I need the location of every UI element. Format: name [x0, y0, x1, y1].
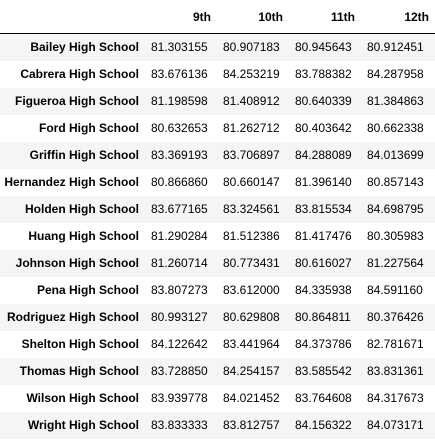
- score-cell: 81.198598: [151, 94, 208, 108]
- score-cell: 83.677165: [151, 202, 208, 216]
- score-cell: 83.815534: [295, 202, 352, 216]
- score-cell: 84.335938: [295, 283, 352, 297]
- table-row: Cabrera High School 83.676136 84.253219 83.…: [0, 61, 435, 88]
- score-cell: 81.303155: [151, 40, 208, 54]
- score-cell: 81.262712: [223, 121, 280, 135]
- table-row: Johnson High School 81.260714 80.773431 80.…: [0, 250, 435, 277]
- row-label-school: Pena High School: [36, 283, 139, 297]
- column-header-12th: 12th: [361, 2, 435, 34]
- score-cell: 80.403642: [295, 121, 352, 135]
- column-header-9th: 9th: [145, 2, 217, 34]
- score-cell: 80.629808: [223, 310, 280, 324]
- score-cell: 82.781671: [367, 337, 424, 351]
- row-label-school: Griffin High School: [29, 148, 139, 162]
- score-cell: 80.945643: [295, 40, 352, 54]
- score-cell: 84.591160: [367, 283, 423, 297]
- table-body: Bailey High School 81.303155 80.907183 80.9…: [0, 33, 435, 439]
- score-cell: 83.764608: [295, 391, 352, 405]
- score-cell: 81.227564: [367, 256, 424, 270]
- score-cell: 83.831361: [367, 364, 424, 378]
- table-header: 9th 10th 11th 12th: [0, 2, 435, 34]
- table-row: Ford High School 80.632653 81.262712 80.403…: [0, 115, 435, 142]
- score-cell: 81.417476: [295, 229, 352, 243]
- score-cell: 80.866860: [151, 175, 208, 189]
- score-cell: 84.122642: [151, 337, 208, 351]
- score-cell: 83.706897: [223, 148, 280, 162]
- score-cell: 80.632653: [151, 121, 208, 135]
- table-row: Hernandez High School 80.866860 80.660147 8…: [0, 169, 435, 196]
- score-cell: 80.864811: [295, 310, 351, 324]
- score-cell: 81.512386: [223, 229, 280, 243]
- score-cell: 83.441964: [223, 337, 280, 351]
- table-row: Shelton High School 84.122642 83.441964 84.…: [0, 331, 435, 358]
- score-cell: 81.408912: [223, 94, 280, 108]
- score-cell: 83.833333: [151, 418, 208, 432]
- score-cell: 83.812757: [223, 418, 280, 432]
- row-label-school: Wright High School: [27, 418, 139, 432]
- row-label-school: Ford High School: [39, 121, 139, 135]
- score-cell: 83.939778: [151, 391, 208, 405]
- score-cell: 81.384863: [367, 94, 424, 108]
- table-row: Holden High School 83.677165 83.324561 83.8…: [0, 196, 435, 223]
- score-cell: 80.640339: [295, 94, 352, 108]
- table-row: Rodriguez High School 80.993127 80.629808 8…: [0, 304, 435, 331]
- row-label-school: Johnson High School: [15, 256, 139, 270]
- header-row: 9th 10th 11th 12th: [0, 2, 435, 34]
- grade-scores-table: 9th 10th 11th 12th Bailey High School 81.…: [0, 2, 435, 439]
- score-cell: 83.324561: [223, 202, 280, 216]
- score-cell: 83.788382: [295, 67, 352, 81]
- score-cell: 83.585542: [295, 364, 352, 378]
- table-row: Huang High School 81.290284 81.512386 81.41…: [0, 223, 435, 250]
- row-label-school: Huang High School: [28, 229, 139, 243]
- score-cell: 81.260714: [151, 256, 208, 270]
- score-cell: 84.073171: [367, 418, 424, 432]
- score-cell: 80.773431: [223, 256, 280, 270]
- score-cell: 83.807273: [151, 283, 208, 297]
- score-cell: 84.698795: [367, 202, 424, 216]
- score-cell: 84.156322: [295, 418, 352, 432]
- table-row: Wright High School 83.833333 83.812757 84.1…: [0, 412, 435, 439]
- column-header-10th: 10th: [217, 2, 289, 34]
- table-row: Bailey High School 81.303155 80.907183 80.9…: [0, 33, 435, 61]
- score-cell: 80.662338: [367, 121, 424, 135]
- score-cell: 83.728850: [151, 364, 208, 378]
- score-cell: 84.253219: [223, 67, 280, 81]
- score-cell: 83.612000: [223, 283, 280, 297]
- row-label-school: Wilson High School: [26, 391, 139, 405]
- score-cell: 84.254157: [223, 364, 280, 378]
- score-cell: 80.376426: [367, 310, 424, 324]
- score-cell: 81.396140: [295, 175, 352, 189]
- score-cell: 80.857143: [367, 175, 424, 189]
- score-cell: 80.993127: [151, 310, 208, 324]
- table-row: Figueroa High School 81.198598 81.408912 80…: [0, 88, 435, 115]
- table-row: Wilson High School 83.939778 84.021452 83.7…: [0, 385, 435, 412]
- table-row: Thomas High School 83.728850 84.254157 83.5…: [0, 358, 435, 385]
- score-cell: 84.373786: [295, 337, 352, 351]
- score-cell: 84.013699: [367, 148, 424, 162]
- score-cell: 84.288089: [295, 148, 352, 162]
- score-cell: 80.907183: [223, 40, 280, 54]
- score-cell: 84.021452: [223, 391, 280, 405]
- score-cell: 80.616027: [295, 256, 352, 270]
- table-row: Griffin High School 83.369193 83.706897 84.…: [0, 142, 435, 169]
- row-label-school: Cabrera High School: [20, 67, 139, 81]
- score-cell: 84.317673: [367, 391, 424, 405]
- column-header-11th: 11th: [289, 2, 361, 34]
- corner-header: [0, 2, 145, 34]
- row-label-school: Holden High School: [25, 202, 139, 216]
- score-cell: 80.305983: [367, 229, 424, 243]
- score-cell: 83.676136: [151, 67, 208, 81]
- score-cell: 81.290284: [151, 229, 208, 243]
- score-cell: 80.660147: [223, 175, 280, 189]
- score-cell: 84.287958: [367, 67, 424, 81]
- row-label-school: Shelton High School: [21, 337, 139, 351]
- row-label-school: Thomas High School: [19, 364, 139, 378]
- row-label-school: Bailey High School: [30, 40, 139, 54]
- row-label-school: Hernandez High School: [4, 175, 139, 189]
- row-label-school: Figueroa High School: [14, 94, 139, 108]
- table-row: Pena High School 83.807273 83.612000 84.335…: [0, 277, 435, 304]
- score-cell: 80.912451: [367, 40, 424, 54]
- score-cell: 83.369193: [151, 148, 208, 162]
- row-label-school: Rodriguez High School: [7, 310, 139, 324]
